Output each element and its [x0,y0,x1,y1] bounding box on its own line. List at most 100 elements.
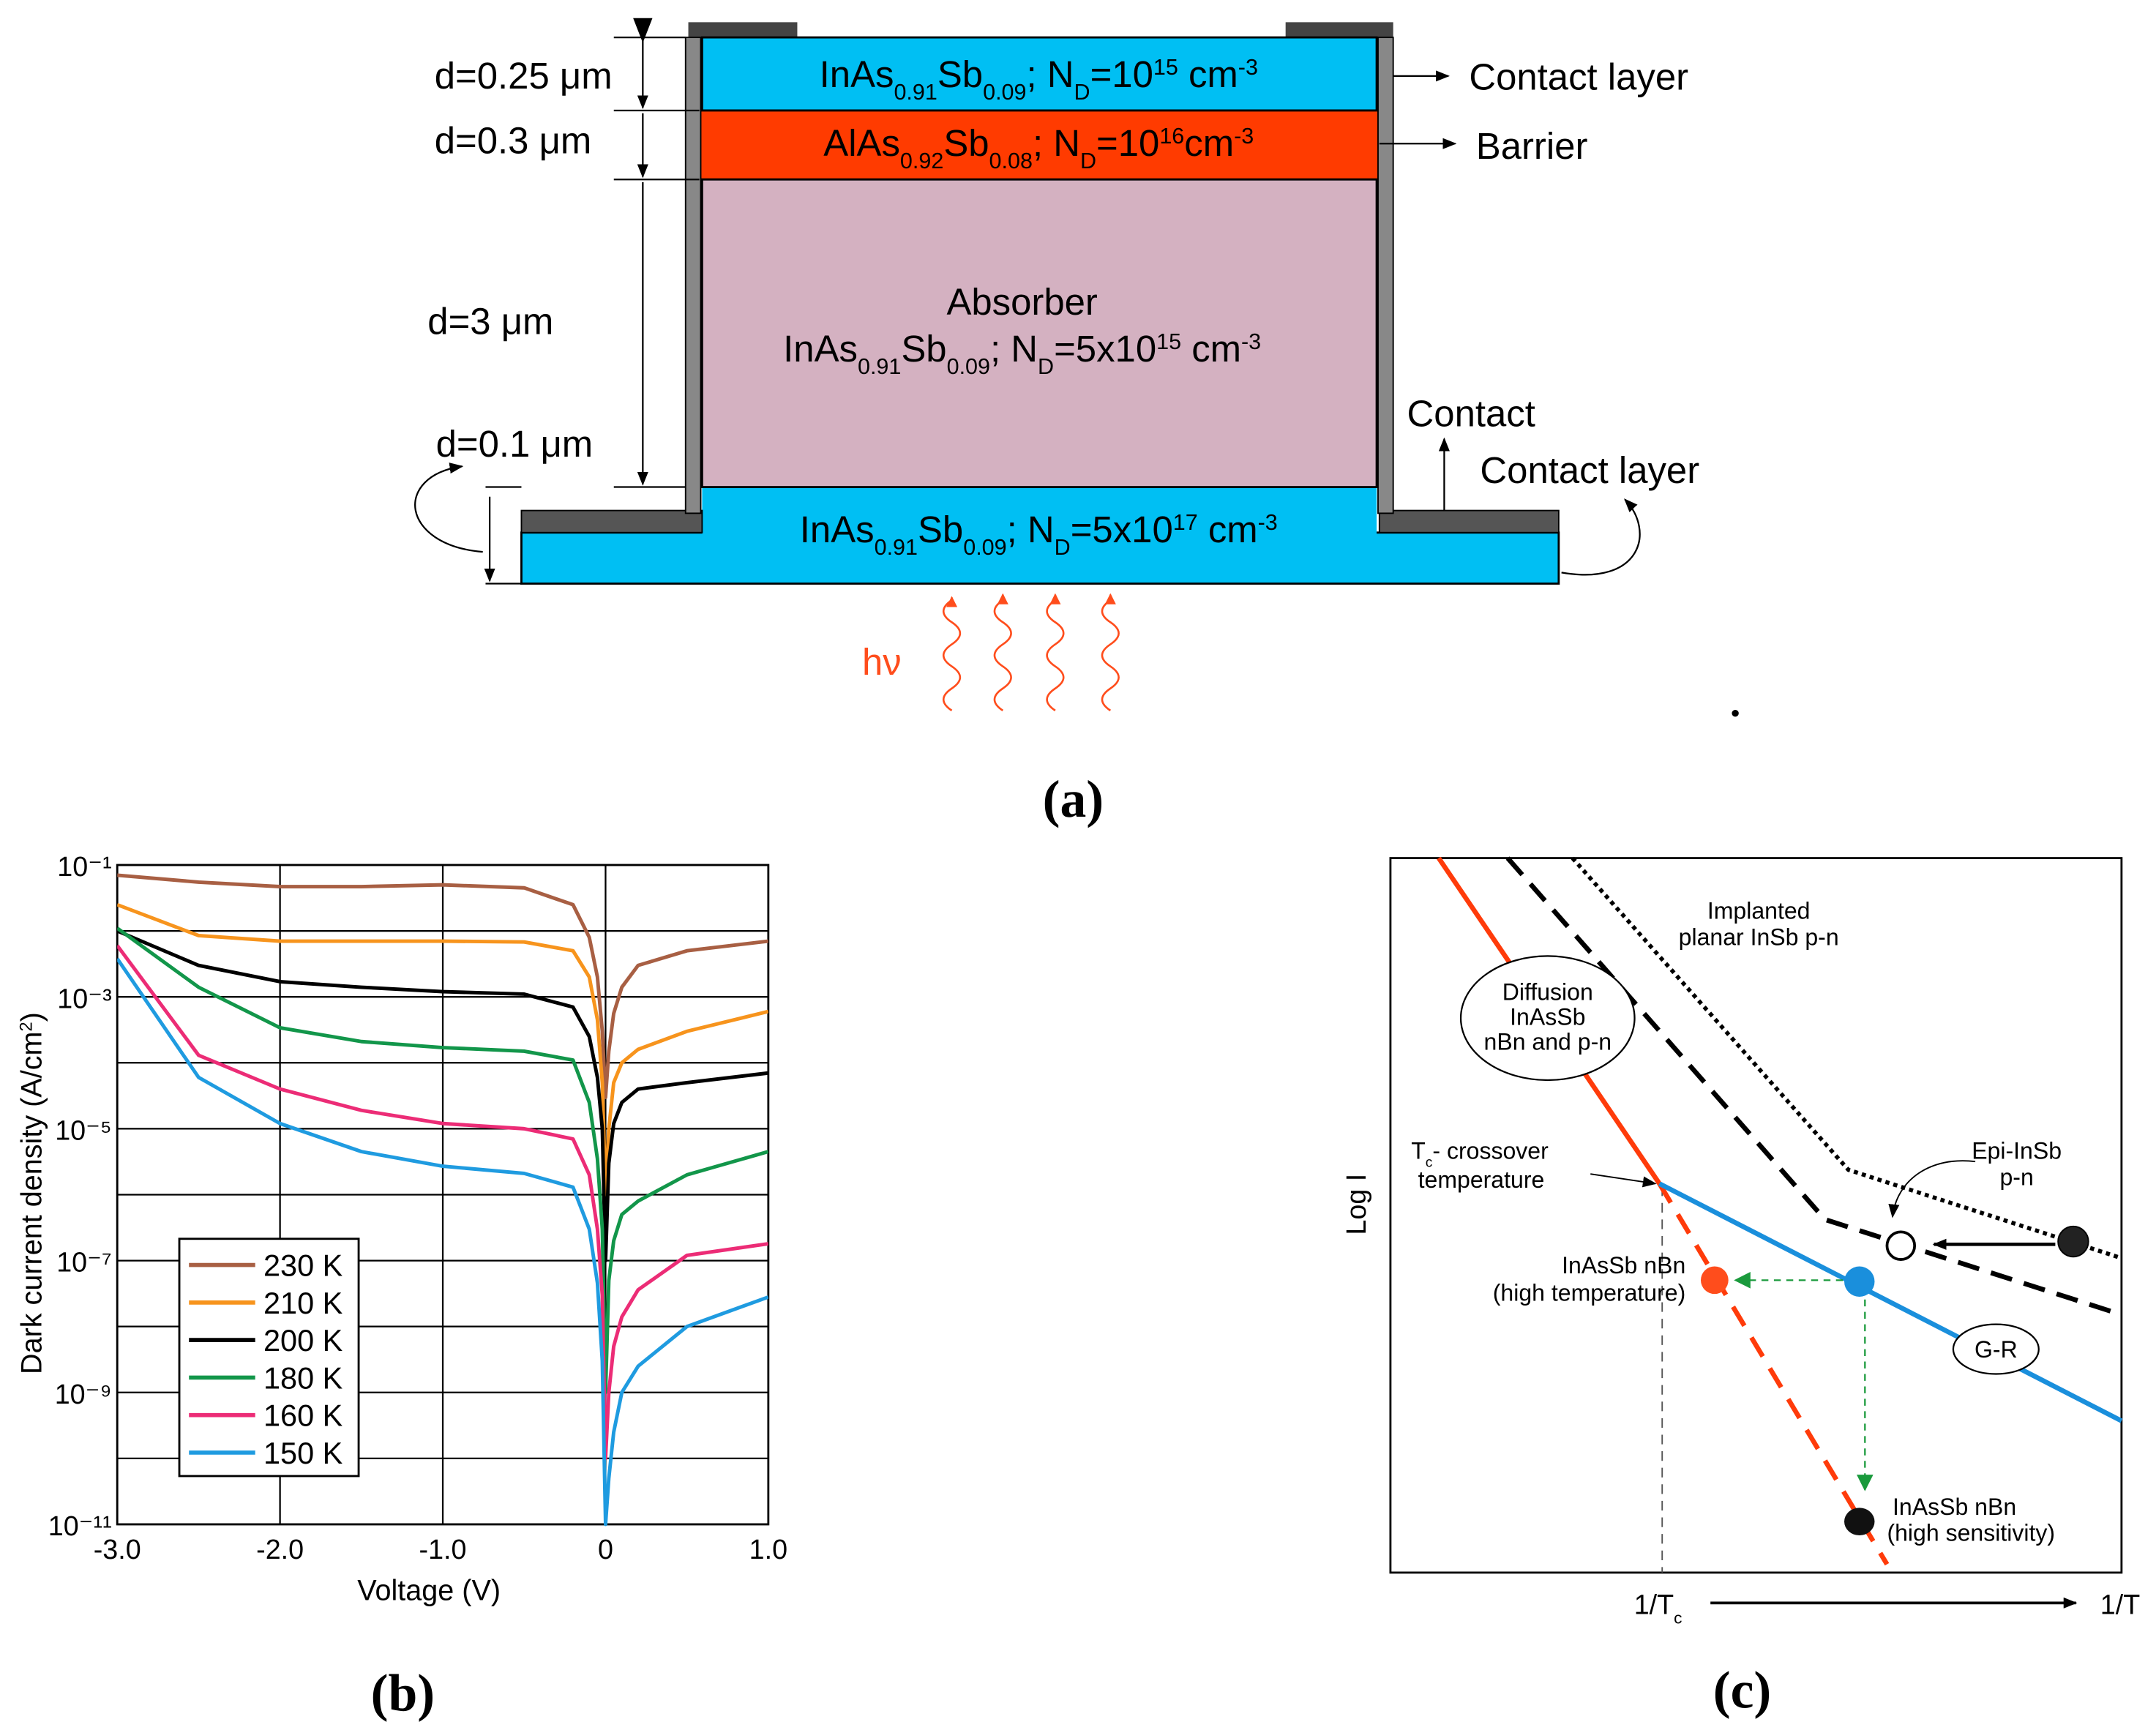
side-label: Contact layer [1469,56,1688,98]
light-waves [942,593,1120,711]
dot [1732,709,1739,717]
absorber-title: Absorber [946,281,1097,323]
bottom-contact-mesa [702,487,1377,534]
y-tick-label: 10⁻⁷ [56,1247,111,1278]
y-tick-label: 10⁻³ [57,983,111,1014]
absorber-layer [700,178,1378,488]
text-run: ; N [1027,53,1074,95]
side-label: Contact layer [1480,449,1699,491]
subscript: 0.09 [983,80,1026,105]
subscript: D [1080,149,1096,173]
gr-ellipse [1952,1323,2040,1375]
label: Epi-InSb [1972,1137,2062,1164]
thickness-label: d=0.25 μm [435,55,613,97]
text-run: AlAs [823,122,900,164]
diffusion-ellipse [1459,955,1636,1082]
point-high-temperature [1701,1266,1729,1295]
layer-label: AlAs0.92Sb0.08; ND=1016cm-3 [823,122,1254,173]
green-arrows [1734,1272,1874,1491]
text-run: =5x10 [1071,509,1173,550]
dimension-lines [414,18,1641,585]
side-wall [684,37,702,514]
y-tick-label: 10⁻⁹ [55,1379,112,1409]
label: p-n [1999,1164,2033,1190]
text-run: InAs [820,53,894,95]
text-run: cm [1184,122,1234,164]
subscript: D [1055,535,1071,560]
label: planar InSb p-n [1679,924,1839,950]
superscript: 15 [1153,55,1178,80]
subscript: 0.09 [947,354,990,379]
label: Implanted [1707,898,1811,924]
text-run: cm [1178,53,1238,95]
panel-caption: (b) [371,1664,435,1722]
label: InAsSb nBn [1562,1252,1685,1278]
layer-label: InAs0.91Sb0.09; ND=1015 cm-3 [820,53,1258,105]
thickness-label: d=3 μm [427,300,553,342]
plot-frame [116,864,770,1526]
series-line [117,944,768,1461]
text-run: Dark current density (A/cm [16,1032,48,1374]
panel-b: 10⁻¹ 10⁻³ 10⁻⁵ 10⁻⁷ 10⁻⁹ 10⁻¹¹-3.0 -2.0 -1.0 0 1.… [16,851,788,1722]
text-run: InAs [783,328,858,370]
text-run: T [1411,1137,1426,1164]
legend-label: 180 K [263,1360,343,1395]
x-axis-label: 1/T [2100,1589,2140,1619]
x-tick-label: 0 [598,1534,613,1565]
subscript: 0.09 [963,535,1006,560]
label: (high temperature) [1493,1280,1686,1306]
layer-label: InAs0.91Sb0.09; ND=5x1017 cm-3 [800,509,1278,560]
superscript: -3 [1258,510,1278,535]
panel-caption: (c) [1713,1662,1771,1720]
series-line [117,929,768,1263]
text-run: Sb [943,122,989,164]
point-gr [1844,1266,1875,1297]
superscript: 16 [1159,124,1184,149]
series-line [117,957,768,1527]
label: Tc- crossover [1411,1137,1549,1169]
side-wall [1377,37,1394,514]
text-run: ; N [1007,509,1055,550]
barrier-layer [698,109,1381,181]
thickness-label: d=0.3 μm [435,119,592,161]
text-run: =10 [1096,122,1159,164]
light-label: hν [862,641,902,683]
x-tick-label: -2.0 [256,1534,304,1565]
text-run: ; N [990,328,1038,370]
text-run: Sb [937,53,983,95]
subscript: 0.91 [894,80,937,105]
text-run: =5x10 [1054,328,1156,370]
text-run: ; N [1033,122,1080,164]
x-axis-label: Voltage (V) [357,1575,501,1607]
label: Diffusion [1502,979,1593,1006]
label: nBn and p-n [1484,1029,1612,1055]
y-axis-label: Log I [1341,1174,1371,1235]
side-label: Barrier [1476,125,1588,167]
series-line [117,926,768,1395]
superscript: -3 [1234,124,1254,149]
subscript: 0.91 [858,354,901,379]
superscript: 2 [18,1022,37,1031]
pointer [1888,1160,1976,1218]
implanted-curve [1571,856,2122,1260]
x-tick-label: -1.0 [419,1534,467,1565]
text-run: Sb [918,509,963,550]
text-run: - crossover [1432,1137,1549,1164]
superscript: 15 [1156,329,1181,354]
legend-label: 200 K [263,1323,343,1358]
y-tick-label: 10⁻⁵ [55,1115,111,1145]
side-label: Contact [1407,393,1535,435]
bottom-contact [520,509,703,533]
subscript: c [1426,1155,1433,1170]
text-run: 1/T [1634,1589,1674,1619]
layer-label: InAs0.91Sb0.09; ND=5x1015 cm-3 [783,328,1261,379]
pointer [1590,1173,1657,1188]
top-contact [1285,22,1393,38]
superscript: 17 [1173,510,1198,535]
panel-a: d=0.25 μm d=0.3 μm d=3 μm d=0.1 μm InAs0… [414,18,1739,828]
y-axis-label: Dark current density (A/cm2) [16,1012,48,1374]
panel-c: Implanted planar InSb p-n Diffusion InAs… [1341,856,2140,1720]
label: G-R [1975,1336,2018,1363]
y-tick-label: 10⁻¹¹ [48,1510,112,1541]
text-run: InAs [800,509,875,550]
